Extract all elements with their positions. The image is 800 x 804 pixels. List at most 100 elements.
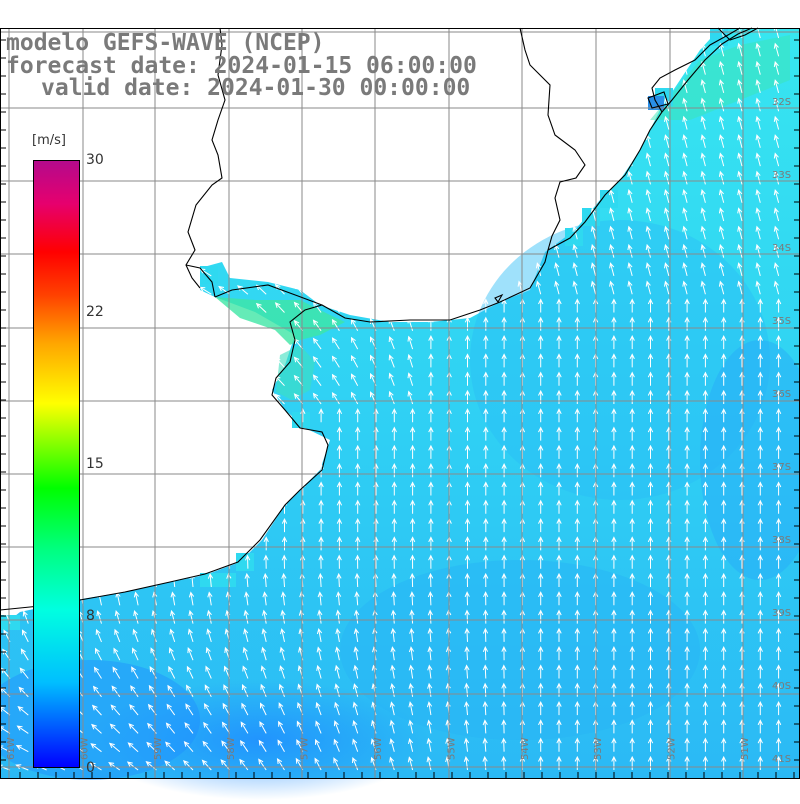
wind-arrow: [611, 353, 617, 368]
wind-arrow: [647, 298, 654, 313]
wind-arrow: [335, 646, 341, 661]
latitude-label: 39S: [772, 608, 791, 619]
wind-arrow: [113, 647, 121, 661]
wind-arrow: [334, 701, 340, 716]
wind-arrow: [647, 389, 654, 404]
wind-arrow: [501, 426, 507, 441]
wind-arrow: [336, 572, 342, 588]
wind-arrow: [464, 517, 471, 533]
wind-arrow: [409, 408, 416, 423]
wind-arrow: [409, 426, 416, 441]
wind-arrow: [737, 60, 743, 75]
wind-arrow: [464, 536, 471, 551]
wind-arrow: [164, 760, 176, 771]
wind-arrow: [775, 700, 782, 716]
wind-arrow: [334, 683, 340, 697]
wind-arrow: [206, 609, 212, 624]
wind-arrow: [315, 701, 322, 716]
wind-arrow: [718, 79, 725, 94]
wind-arrow: [538, 316, 544, 331]
wind-arrow: [757, 591, 763, 606]
wind-arrow: [757, 371, 763, 386]
wind-arrow: [389, 701, 395, 716]
wind-arrow: [293, 374, 304, 387]
wind-arrow: [20, 648, 29, 661]
wind-arrow: [721, 389, 727, 404]
wind-arrow: [574, 646, 580, 661]
wind-arrow: [336, 463, 343, 478]
wind-arrow: [274, 375, 285, 387]
wind-arrow: [331, 300, 340, 313]
wind-arrow: [611, 298, 617, 313]
wind-arrow: [702, 389, 709, 404]
wind-arrow: [114, 628, 121, 643]
wind-arrow: [482, 609, 489, 624]
wind-arrow: [647, 572, 654, 587]
wind-arrow: [353, 627, 360, 642]
wind-arrow: [94, 647, 102, 661]
wind-arrow: [556, 371, 562, 386]
wind-arrow: [464, 682, 470, 697]
longitude-labels: 61W 60W 59W 58W 57W 56W 55W 54W 53W 52W 51W: [6, 737, 751, 760]
wind-arrow: [702, 682, 709, 697]
wind-arrow: [554, 243, 560, 258]
wind-arrow: [258, 739, 267, 752]
wind-arrow: [682, 188, 688, 203]
wind-arrow: [538, 517, 544, 533]
wind-arrow: [278, 702, 285, 716]
wind-arrow: [391, 499, 397, 514]
wind-arrow: [428, 499, 434, 514]
wind-arrow: [574, 737, 580, 752]
wind-arrow: [241, 683, 249, 698]
wind-arrow: [126, 761, 139, 771]
wind-arrow: [572, 262, 578, 277]
wind-arrow: [684, 554, 690, 569]
wind-arrow: [182, 759, 194, 771]
wind-arrow: [91, 704, 102, 716]
wind-arrow: [183, 741, 194, 753]
wind-arrow: [629, 646, 635, 661]
wind-arrow: [318, 517, 324, 533]
wind-arrow: [133, 610, 139, 624]
wind-arrow: [773, 188, 780, 203]
wind-arrow: [538, 609, 544, 624]
wind-arrow: [316, 627, 323, 642]
wind-arrow: [700, 42, 706, 57]
wind-arrow: [501, 737, 507, 752]
wind-arrow: [574, 298, 580, 313]
wind-arrow: [407, 390, 414, 405]
wind-arrow: [0, 706, 11, 716]
wind-arrow: [645, 225, 651, 240]
wind-arrow: [281, 517, 288, 533]
wind-arrow: [335, 609, 341, 624]
wind-arrow: [775, 682, 782, 697]
wind-arrow: [556, 755, 562, 770]
wind-arrow: [609, 207, 615, 222]
wind-arrow: [538, 298, 544, 313]
gridlines: [0, 28, 800, 778]
wind-arrow: [169, 628, 176, 643]
wind-arrow: [108, 742, 121, 753]
wind-arrow: [702, 408, 709, 423]
wind-arrow: [336, 444, 343, 459]
wind-arrow: [574, 554, 580, 569]
wind-arrow: [331, 355, 340, 368]
wind-arrow: [355, 536, 361, 551]
wind-arrow: [645, 170, 651, 185]
wind-arrow: [93, 666, 102, 679]
wind-arrow: [207, 572, 214, 588]
wind-arrow: [388, 390, 395, 405]
wind-arrow: [611, 755, 617, 770]
colorbar-unit: [m/s]: [32, 133, 66, 148]
wind-arrow: [629, 517, 635, 533]
wind-arrow: [700, 152, 706, 167]
wind-arrow: [391, 554, 397, 569]
colorbar-tick-8: 8: [86, 608, 95, 624]
wind-arrow: [773, 170, 780, 185]
wind-arrow: [281, 554, 287, 569]
wind-arrow: [718, 152, 725, 167]
wind-arrow: [108, 761, 121, 771]
wind-arrow: [574, 389, 580, 404]
wind-arrow: [464, 664, 470, 679]
wind-arrow: [721, 536, 727, 551]
